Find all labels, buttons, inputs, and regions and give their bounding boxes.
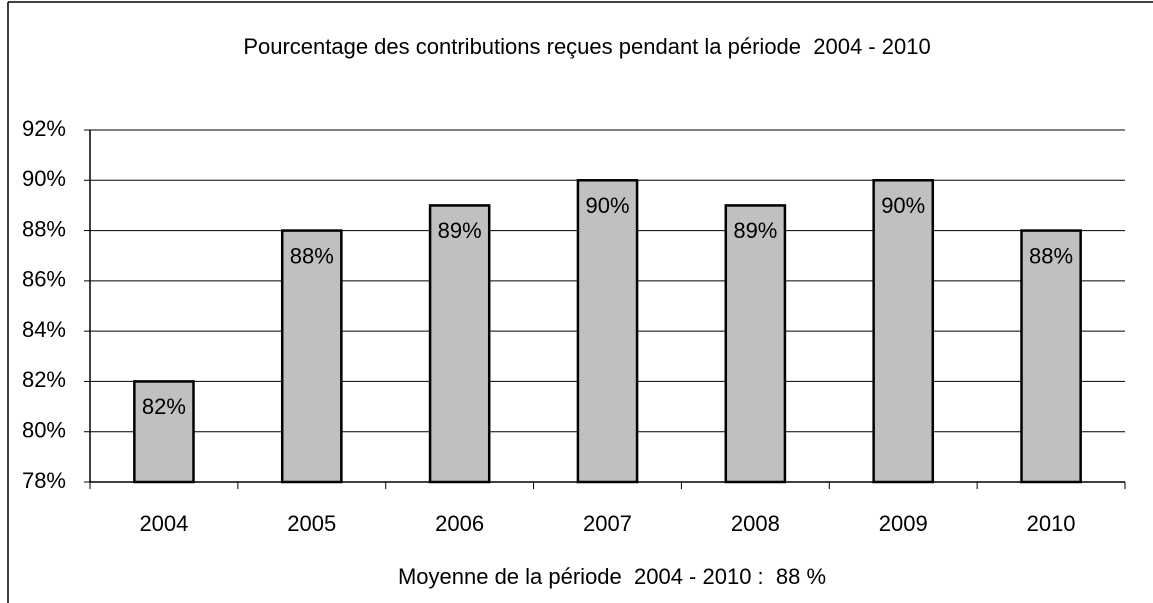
y-tick-label: 86% — [22, 267, 66, 292]
data-label: 88% — [1029, 243, 1073, 268]
data-label: 90% — [585, 193, 629, 218]
y-tick-label: 78% — [22, 468, 66, 493]
y-tick-label: 84% — [22, 317, 66, 342]
y-tick-label: 92% — [22, 116, 66, 141]
bar — [133, 380, 195, 484]
bar — [724, 204, 787, 484]
data-label: 89% — [438, 218, 482, 243]
y-tick-label: 82% — [22, 367, 66, 392]
x-tick-label: 2007 — [583, 511, 632, 536]
bar — [872, 179, 935, 484]
bar — [280, 229, 343, 484]
bar — [1020, 229, 1082, 484]
data-label: 88% — [290, 243, 334, 268]
x-tick-label: 2004 — [139, 511, 188, 536]
x-tick-label: 2010 — [1027, 511, 1076, 536]
y-tick-label: 80% — [22, 418, 66, 443]
x-tick-label: 2008 — [731, 511, 780, 536]
y-tick-label: 90% — [22, 166, 66, 191]
data-label: 82% — [142, 394, 186, 419]
x-tick-label: 2009 — [879, 511, 928, 536]
data-label: 89% — [733, 218, 777, 243]
x-tick-label: 2006 — [435, 511, 484, 536]
bar — [576, 179, 639, 484]
x-axis-label: Moyenne de la période 2004 - 2010 : 88 % — [398, 564, 826, 589]
x-tick-label: 2005 — [287, 511, 336, 536]
bar — [428, 204, 491, 484]
y-tick-label: 88% — [22, 216, 66, 241]
chart-title: Pourcentage des contributions reçues pen… — [243, 34, 930, 59]
data-label: 90% — [881, 193, 925, 218]
